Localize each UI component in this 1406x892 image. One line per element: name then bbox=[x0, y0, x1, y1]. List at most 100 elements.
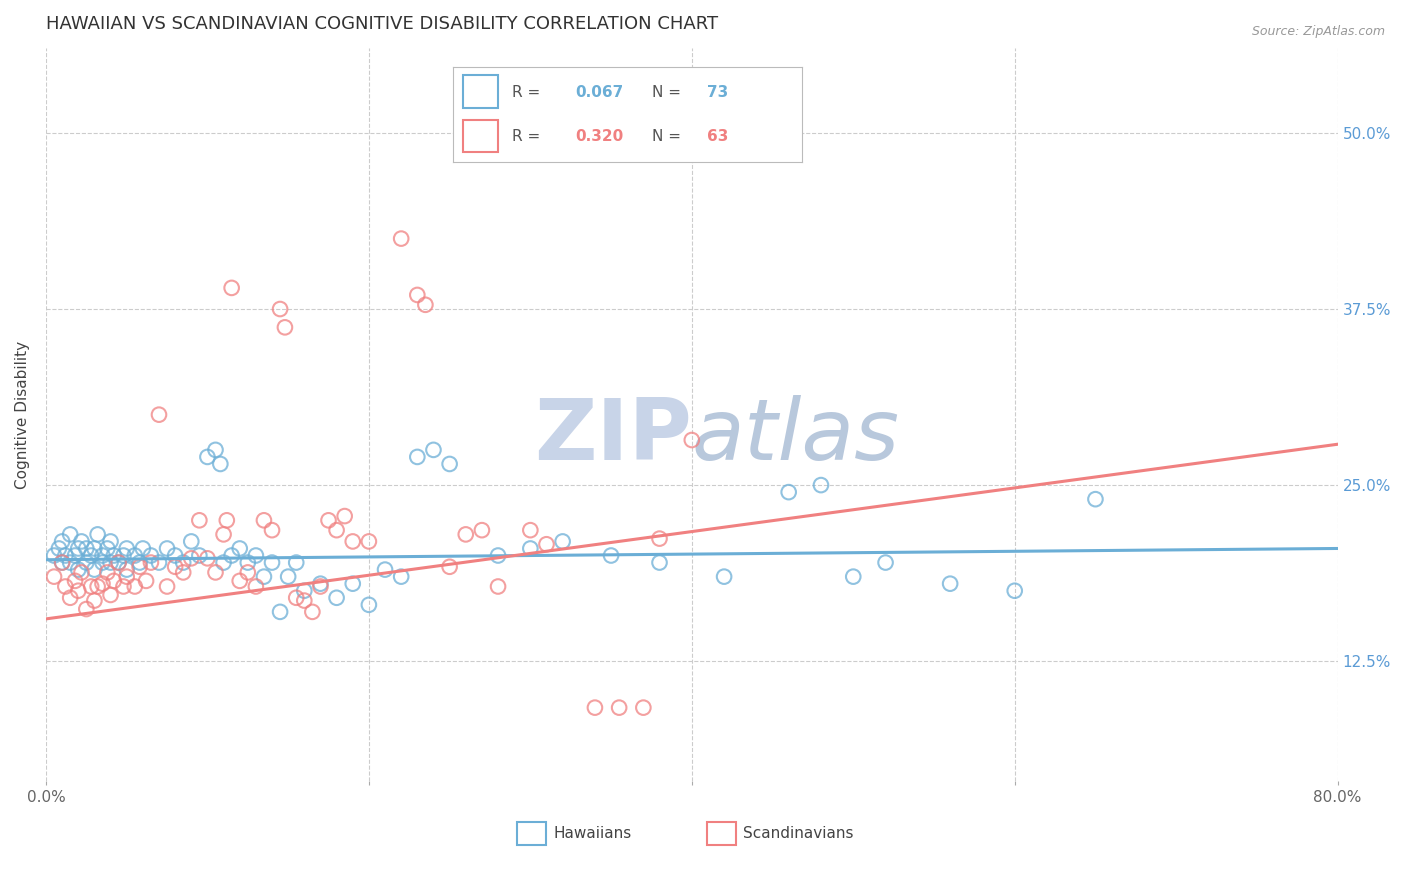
Point bbox=[277, 569, 299, 583]
Point bbox=[406, 288, 429, 302]
Point bbox=[681, 433, 703, 447]
Point bbox=[422, 442, 444, 457]
Point bbox=[228, 574, 250, 588]
Point bbox=[215, 513, 238, 527]
Text: HAWAIIAN VS SCANDINAVIAN COGNITIVE DISABILITY CORRELATION CHART: HAWAIIAN VS SCANDINAVIAN COGNITIVE DISAB… bbox=[46, 15, 718, 33]
Point bbox=[389, 569, 412, 583]
Point bbox=[100, 588, 122, 602]
Point bbox=[148, 556, 170, 570]
Point bbox=[80, 580, 103, 594]
Point bbox=[648, 532, 671, 546]
Point bbox=[212, 527, 235, 541]
Point bbox=[253, 513, 276, 527]
Point bbox=[228, 541, 250, 556]
Point bbox=[112, 580, 135, 594]
Point bbox=[48, 541, 70, 556]
Point bbox=[204, 566, 226, 580]
Point bbox=[128, 556, 150, 570]
Point bbox=[551, 534, 574, 549]
Point bbox=[75, 541, 97, 556]
Point bbox=[83, 541, 105, 556]
Point bbox=[245, 580, 267, 594]
Point bbox=[209, 457, 232, 471]
Point bbox=[519, 523, 541, 537]
Point bbox=[197, 450, 219, 464]
Point bbox=[374, 563, 396, 577]
Point bbox=[357, 534, 380, 549]
Point bbox=[325, 591, 347, 605]
Point bbox=[536, 537, 558, 551]
Point bbox=[115, 563, 138, 577]
Point bbox=[63, 574, 86, 588]
Point bbox=[285, 556, 308, 570]
Point bbox=[91, 556, 114, 570]
Point bbox=[91, 549, 114, 563]
Point bbox=[70, 534, 93, 549]
Point bbox=[204, 442, 226, 457]
Point bbox=[115, 569, 138, 583]
Y-axis label: Cognitive Disability: Cognitive Disability bbox=[15, 341, 30, 489]
Point bbox=[236, 566, 259, 580]
Point bbox=[139, 549, 162, 563]
Point bbox=[389, 231, 412, 245]
Point bbox=[112, 549, 135, 563]
Point bbox=[75, 556, 97, 570]
Point bbox=[269, 301, 291, 316]
Point bbox=[63, 549, 86, 563]
Point bbox=[188, 513, 211, 527]
Point bbox=[269, 605, 291, 619]
Point bbox=[274, 320, 297, 334]
Point bbox=[439, 457, 461, 471]
Point bbox=[132, 541, 155, 556]
Text: Source: ZipAtlas.com: Source: ZipAtlas.com bbox=[1251, 25, 1385, 38]
Text: atlas: atlas bbox=[692, 395, 900, 478]
Point bbox=[309, 580, 332, 594]
Point bbox=[124, 549, 146, 563]
Point bbox=[83, 593, 105, 607]
Point bbox=[75, 602, 97, 616]
Point bbox=[648, 556, 671, 570]
Point bbox=[292, 593, 315, 607]
Point bbox=[139, 556, 162, 570]
Point bbox=[301, 605, 323, 619]
Point bbox=[292, 583, 315, 598]
Point bbox=[1004, 583, 1026, 598]
Point bbox=[325, 523, 347, 537]
Point bbox=[115, 541, 138, 556]
Point bbox=[519, 541, 541, 556]
Point bbox=[357, 598, 380, 612]
Point bbox=[59, 556, 82, 570]
Point bbox=[59, 527, 82, 541]
Point bbox=[42, 549, 65, 563]
Point bbox=[939, 576, 962, 591]
Point bbox=[342, 534, 364, 549]
Point bbox=[51, 556, 73, 570]
Point bbox=[172, 556, 194, 570]
Point bbox=[253, 569, 276, 583]
Point bbox=[59, 591, 82, 605]
Point bbox=[221, 281, 243, 295]
Point bbox=[778, 485, 800, 500]
Point bbox=[633, 700, 655, 714]
Point bbox=[42, 569, 65, 583]
Point bbox=[842, 569, 865, 583]
Point bbox=[260, 556, 283, 570]
Point bbox=[67, 563, 90, 577]
Point bbox=[1084, 492, 1107, 507]
Text: Scandinavians: Scandinavians bbox=[744, 826, 853, 841]
Point bbox=[86, 580, 108, 594]
Point bbox=[875, 556, 897, 570]
Point bbox=[103, 574, 125, 588]
Point bbox=[221, 549, 243, 563]
Point bbox=[318, 513, 340, 527]
Point bbox=[486, 580, 509, 594]
Point bbox=[165, 559, 187, 574]
Point bbox=[245, 549, 267, 563]
Point bbox=[91, 576, 114, 591]
Point bbox=[309, 576, 332, 591]
Point bbox=[165, 549, 187, 563]
Point bbox=[342, 576, 364, 591]
Point bbox=[100, 534, 122, 549]
Point bbox=[607, 700, 630, 714]
Point bbox=[135, 574, 157, 588]
